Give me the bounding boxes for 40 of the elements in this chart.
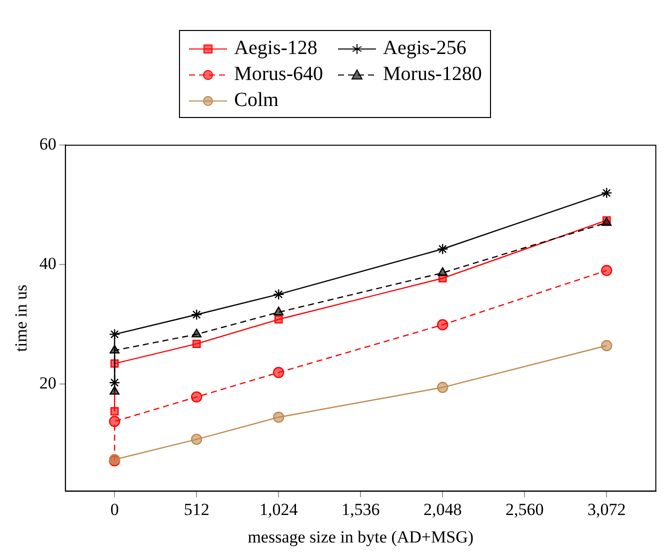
x-tick-label: 2,560 xyxy=(505,500,544,519)
legend-label: Colm xyxy=(234,89,279,111)
legend-label: Morus-640 xyxy=(234,63,323,85)
x-tick-label: 3,072 xyxy=(588,500,626,519)
point xyxy=(272,366,284,378)
x-axis-title: message size in byte (AD+MSG) xyxy=(248,527,474,546)
point xyxy=(108,328,120,340)
point xyxy=(601,264,612,276)
y-tick-label: 20 xyxy=(39,373,56,392)
point xyxy=(274,315,283,324)
legend-label: Aegis-256 xyxy=(383,37,466,59)
point xyxy=(438,267,448,276)
point xyxy=(601,340,612,352)
point xyxy=(108,377,120,388)
y-axis-title: time in us xyxy=(12,284,31,352)
legend-label: Aegis-128 xyxy=(234,37,318,59)
point xyxy=(190,309,202,320)
point xyxy=(110,344,120,354)
point xyxy=(190,391,202,403)
point xyxy=(192,328,202,338)
point xyxy=(437,382,448,393)
x-tick-label: 2,048 xyxy=(423,500,462,519)
x-tick-label: 1,536 xyxy=(341,500,380,519)
y-tick-label: 40 xyxy=(39,254,56,273)
point xyxy=(190,434,202,445)
point xyxy=(272,412,284,423)
point xyxy=(192,340,201,348)
point xyxy=(437,243,448,255)
x-tick-label: 512 xyxy=(184,500,210,519)
y-tick-label: 60 xyxy=(39,134,56,154)
point xyxy=(437,319,448,330)
x-tick-label: 0 xyxy=(110,500,119,519)
point xyxy=(272,288,284,300)
x-tick-label: 1,024 xyxy=(259,500,298,519)
point xyxy=(110,407,119,416)
point xyxy=(108,416,120,428)
point xyxy=(601,187,612,199)
point xyxy=(110,386,120,395)
legend-label: Morus-1280 xyxy=(383,63,482,85)
point xyxy=(274,306,284,316)
